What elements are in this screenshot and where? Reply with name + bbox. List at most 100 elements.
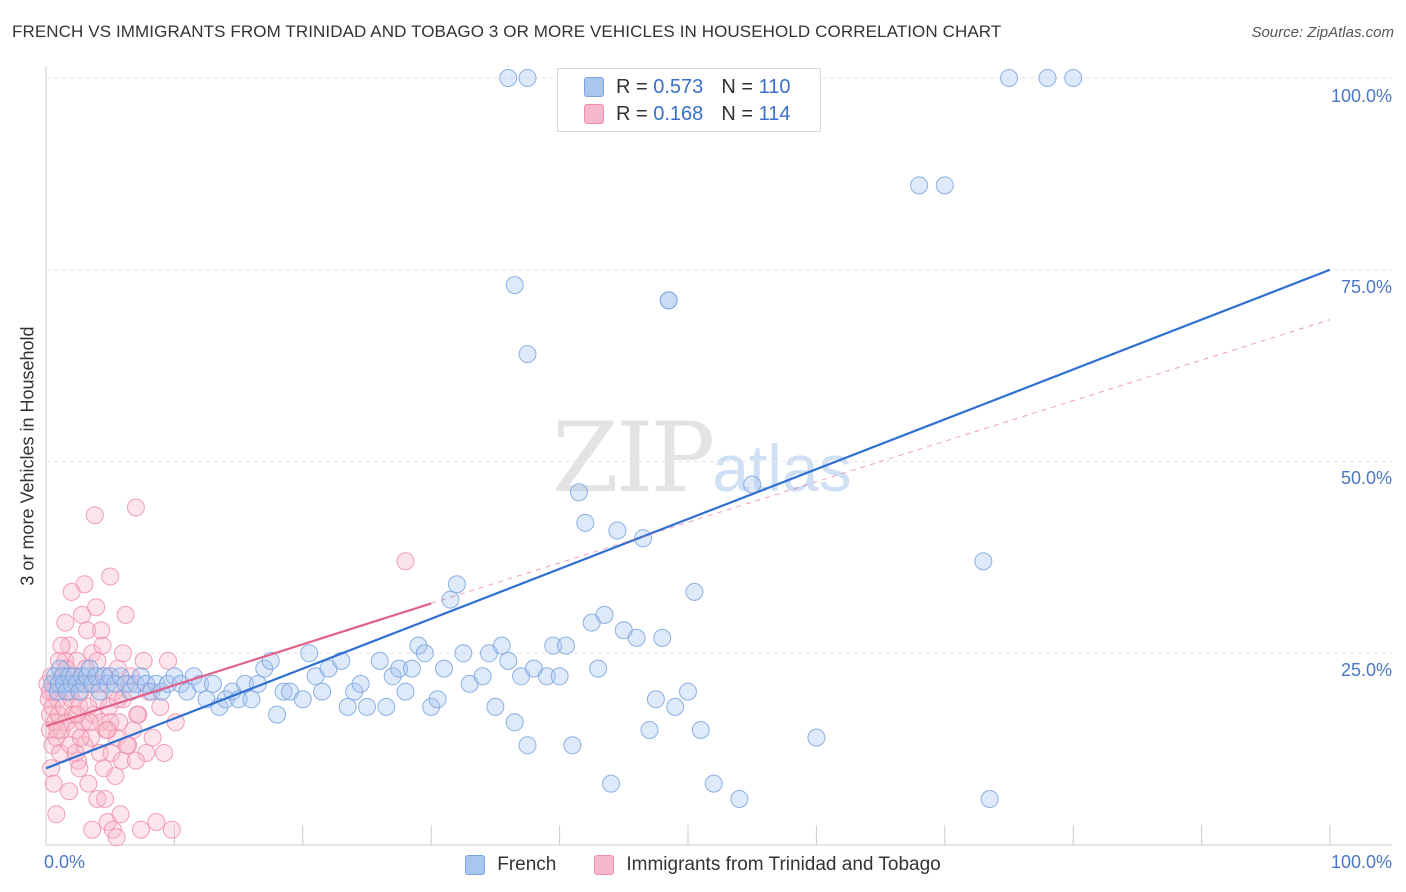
french-point — [383, 667, 402, 686]
french-point — [191, 674, 210, 693]
french-point — [557, 636, 575, 655]
french-point — [274, 682, 293, 701]
legend-swatch-trinidad — [584, 104, 604, 124]
french-point — [505, 276, 524, 295]
legend-row-trinidad: R = 0.168 N = 114 — [584, 101, 790, 127]
r-value: 0.168 — [653, 102, 704, 125]
legend-swatch-french — [465, 855, 486, 875]
trinidad-point — [42, 759, 61, 778]
french-point — [544, 636, 563, 655]
trinidad-point — [60, 782, 79, 801]
series-french-points — [43, 69, 1083, 808]
trinidad-point — [88, 790, 107, 808]
source-credit: Source: ZipAtlas.com — [1251, 24, 1394, 41]
french-point — [435, 659, 453, 678]
french-point — [203, 674, 222, 693]
french-point — [415, 644, 434, 663]
french-point — [910, 176, 929, 195]
french-point — [730, 790, 749, 808]
french-point — [447, 575, 466, 594]
french-point — [595, 605, 614, 624]
trinidad-point — [78, 621, 97, 640]
legend-label-trinidad: Immigrants from Trinidad and Tobago — [626, 854, 941, 875]
trinidad-point — [143, 728, 162, 747]
trinidad-point — [81, 728, 100, 747]
trinidad-point — [47, 805, 66, 824]
french-point — [422, 697, 441, 716]
trinidad-trend-line — [45, 602, 432, 728]
french-point — [90, 682, 109, 701]
french-point — [576, 513, 595, 532]
french-point — [627, 628, 646, 647]
french-point — [473, 667, 492, 686]
french-point — [807, 728, 826, 747]
french-point — [704, 774, 723, 793]
n-value: 114 — [758, 102, 791, 125]
trinidad-point — [126, 498, 145, 517]
french-point — [550, 667, 569, 686]
y-tick-label: 75.0% — [1340, 277, 1392, 297]
legend-swatch-trinidad — [594, 855, 615, 875]
french-point — [1064, 69, 1083, 87]
french-point — [640, 721, 659, 739]
trinidad-point — [60, 636, 79, 655]
french-point — [313, 682, 332, 701]
french-point — [499, 69, 518, 87]
french-point — [569, 483, 588, 502]
french-point — [454, 644, 473, 663]
trinidad-point — [147, 813, 166, 831]
trinidad-point — [396, 552, 415, 571]
trinidad-point — [52, 636, 71, 655]
trend-lines — [45, 268, 1331, 770]
french-point — [268, 705, 287, 724]
french-point — [499, 651, 518, 670]
french-point — [293, 690, 312, 709]
y-axis-label: 3 or more Vehicles in Household — [17, 326, 38, 586]
legend-swatch-french — [584, 77, 604, 97]
french-point — [935, 176, 954, 195]
y-tick-label: 50.0% — [1340, 468, 1392, 488]
french-point — [743, 475, 762, 494]
french-point — [486, 697, 505, 716]
french-point — [679, 682, 697, 701]
r-value: 0.573 — [653, 75, 704, 98]
trinidad-point — [107, 828, 126, 847]
x-tick-label-min: 0.0% — [44, 852, 86, 872]
french-point — [602, 774, 620, 793]
trinidad-point — [89, 690, 108, 709]
french-point — [1000, 69, 1018, 87]
french-point — [370, 651, 389, 670]
trinidad-point — [88, 651, 107, 670]
trinidad-point — [83, 820, 102, 839]
trinidad-point — [70, 759, 89, 778]
trinidad-point — [101, 567, 120, 586]
trinidad-point — [93, 636, 112, 655]
french-point — [980, 790, 999, 808]
trinidad-point — [126, 751, 145, 770]
french-point — [505, 713, 524, 732]
trinidad-point — [51, 744, 70, 762]
n-label: N = — [721, 75, 753, 98]
french-point — [402, 659, 421, 678]
watermark: ZIPatlas — [552, 402, 852, 514]
trinidad-point — [44, 774, 63, 793]
french-point — [974, 552, 993, 571]
french-point — [242, 690, 261, 709]
y-tick-label: 100.0% — [1330, 86, 1392, 106]
y-tick-label: 25.0% — [1340, 660, 1392, 680]
trinidad-point — [116, 605, 135, 624]
trinidad-point — [128, 705, 147, 724]
french-point — [396, 682, 415, 701]
legend-item-french[interactable]: French — [465, 854, 556, 876]
series-trinidad-points — [38, 498, 415, 847]
trinidad-point — [96, 790, 115, 808]
french-point — [377, 697, 396, 716]
trinidad-point — [79, 774, 98, 793]
trinidad-trend-extension — [431, 319, 1331, 604]
trinidad-point — [71, 728, 90, 747]
legend-row-french: R = 0.573 N = 110 — [584, 74, 790, 100]
french-point — [1038, 69, 1057, 87]
trinidad-point — [56, 613, 75, 632]
axes — [45, 66, 1392, 846]
legend-item-trinidad[interactable]: Immigrants from Trinidad and Tobago — [594, 854, 941, 876]
